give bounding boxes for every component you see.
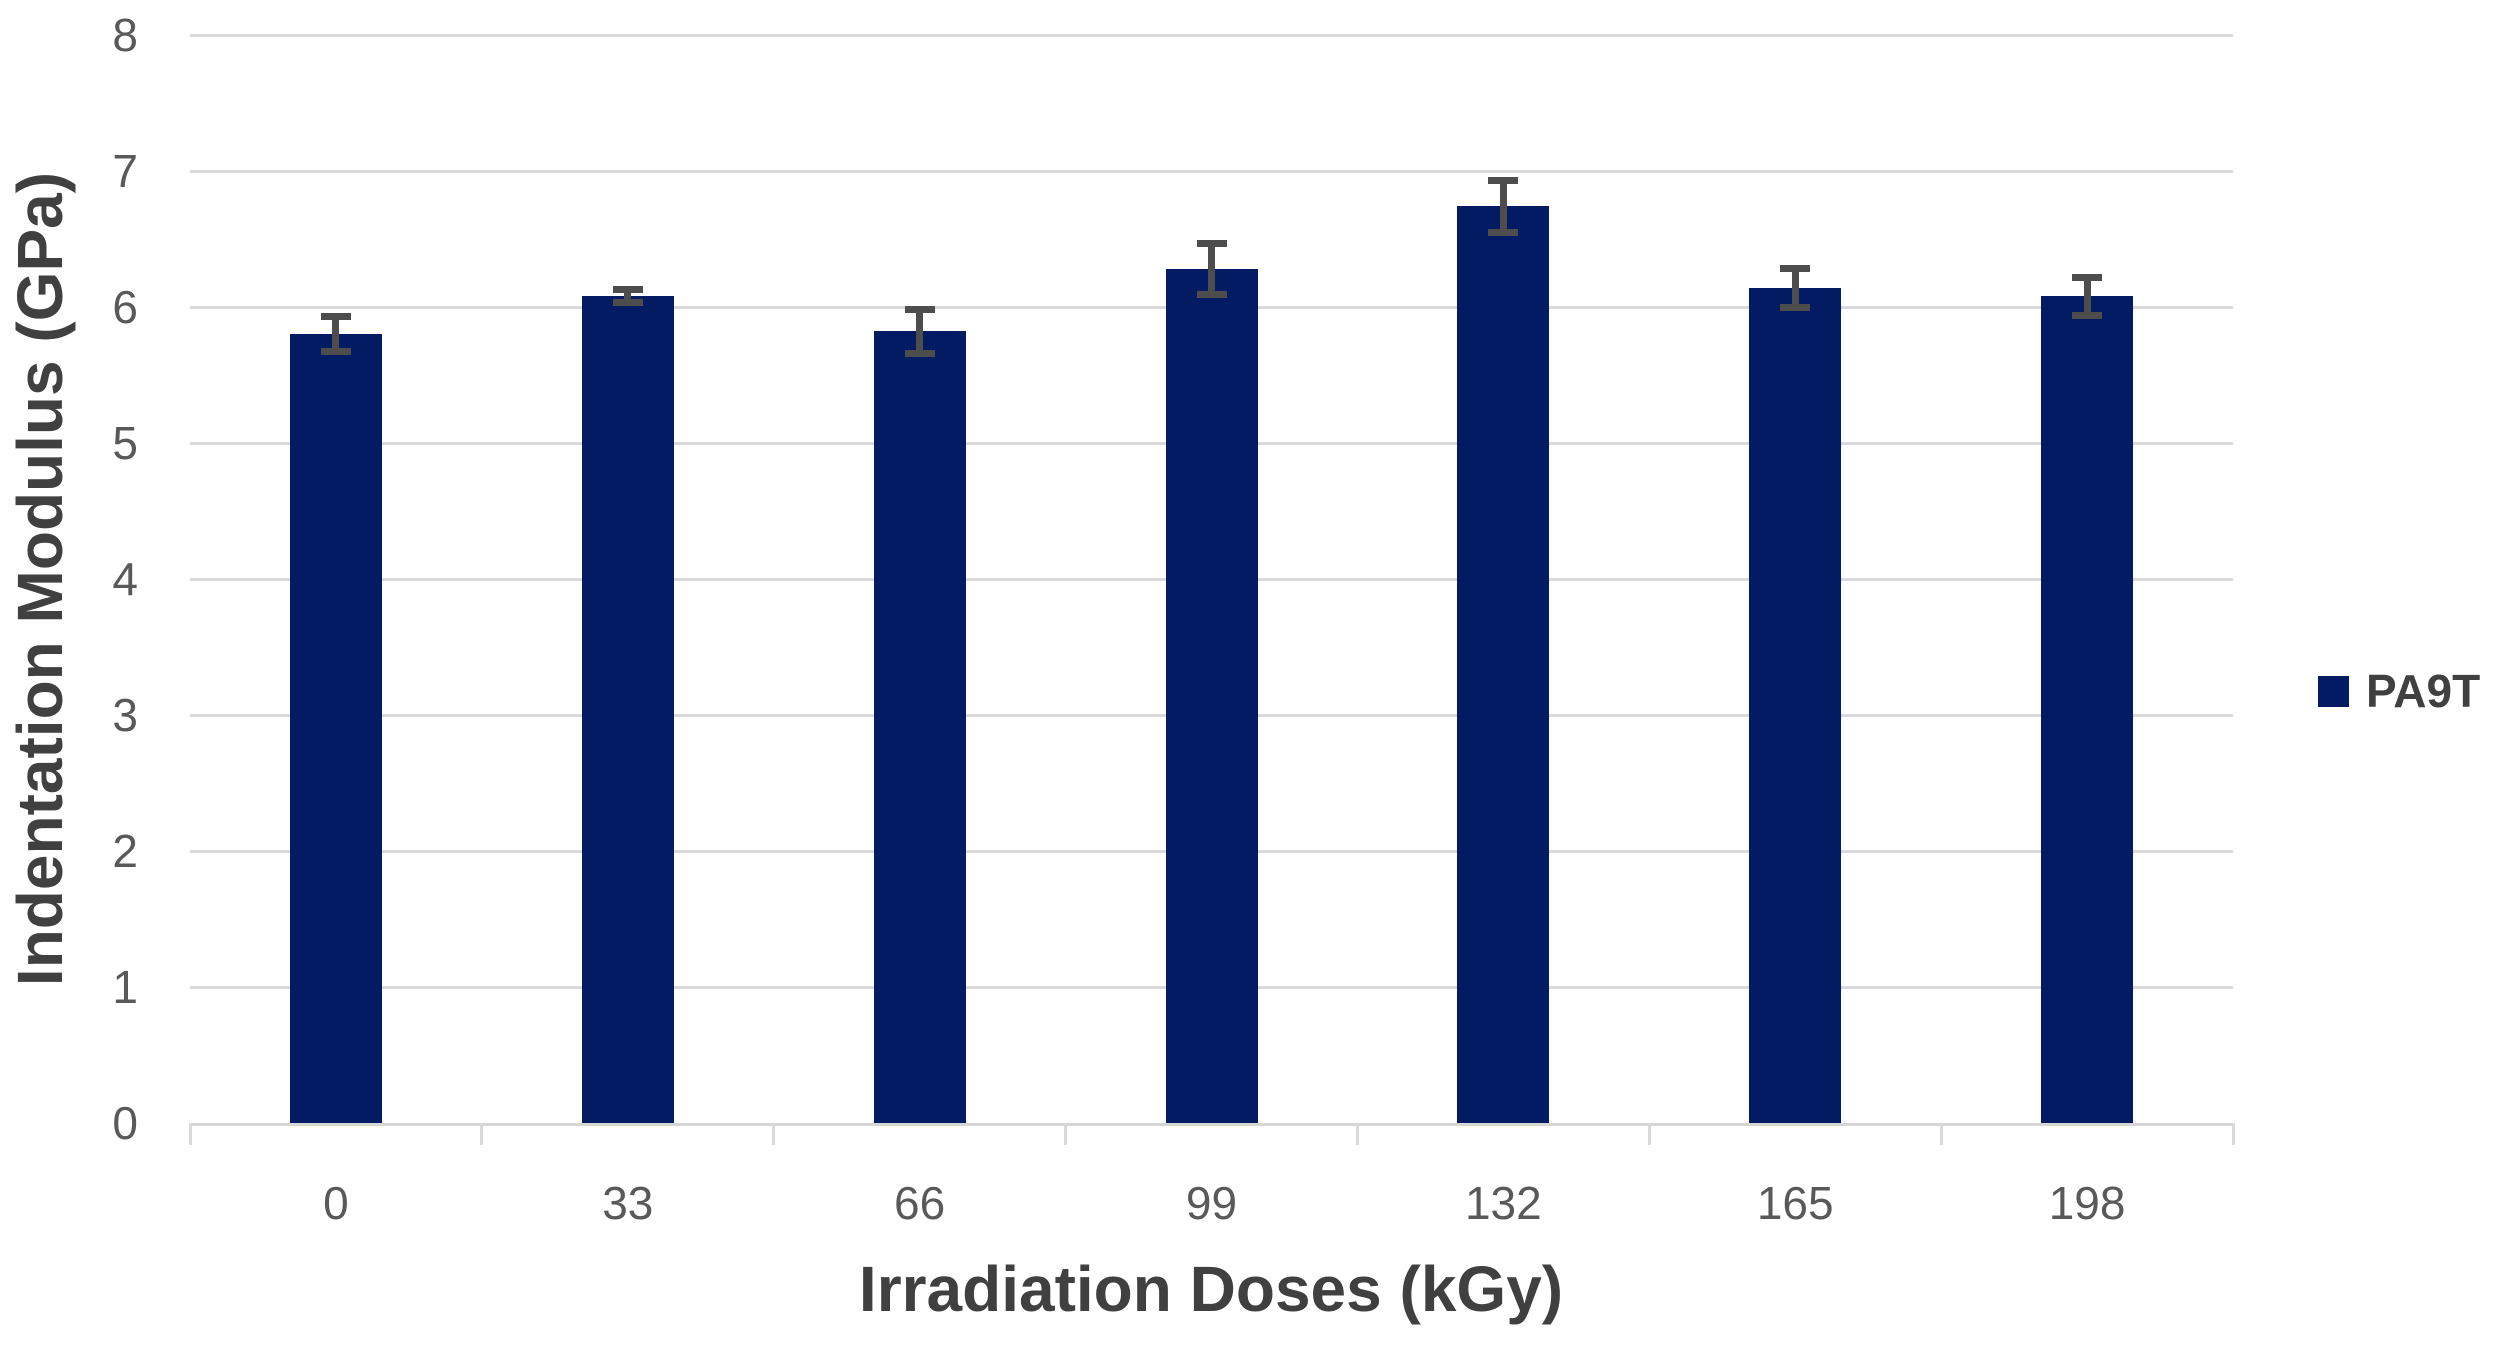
x-tick-label: 66 — [894, 1177, 946, 1229]
error-bar-cap — [320, 348, 351, 356]
legend-label: PA9T — [2366, 665, 2481, 717]
x-tick-label: 0 — [323, 1177, 349, 1229]
legend: PA9T — [2318, 668, 2480, 714]
x-axis-tick — [1064, 1123, 1068, 1145]
y-tick-label: 1 — [112, 961, 138, 1013]
error-bar-cap — [612, 285, 643, 293]
x-axis-line — [190, 1123, 2233, 1126]
y-tick-label: 0 — [112, 1097, 138, 1149]
gridline — [190, 33, 2233, 37]
bar — [2041, 296, 2134, 1123]
error-bar-cap — [1488, 228, 1519, 236]
bar — [1457, 206, 1550, 1123]
x-axis-tick — [1939, 1123, 1943, 1145]
gridline — [190, 169, 2233, 173]
error-bar-cap — [1196, 291, 1227, 299]
error-bar-line — [624, 289, 632, 303]
x-axis-tick — [480, 1123, 484, 1145]
y-tick-label: 7 — [112, 145, 138, 197]
error-bar-line — [1791, 268, 1799, 307]
error-bar-line — [1499, 180, 1507, 233]
y-tick-label: 3 — [112, 689, 138, 741]
x-tick-label: 165 — [1756, 1177, 1834, 1229]
error-bar-cap — [1780, 303, 1811, 311]
x-tick-label: 99 — [1185, 1177, 1238, 1229]
error-bar-cap — [904, 349, 935, 357]
error-bar-cap — [1196, 239, 1227, 247]
y-tick-label: 8 — [112, 9, 138, 61]
error-bar-line — [916, 309, 924, 354]
error-bar-cap — [1488, 177, 1519, 185]
bar — [873, 331, 966, 1123]
x-tick-label: 33 — [602, 1177, 654, 1229]
x-tick-label: 132 — [1464, 1177, 1542, 1229]
x-axis-tick — [2231, 1123, 2235, 1145]
error-bar-cap — [612, 299, 643, 307]
bar — [1749, 287, 1842, 1123]
error-bar-cap — [1780, 265, 1811, 273]
y-tick-label: 5 — [112, 417, 138, 469]
error-bar-cap — [320, 313, 351, 321]
y-tick-label: 4 — [112, 553, 138, 605]
legend-swatch-icon — [2318, 675, 2349, 707]
bar — [289, 334, 382, 1123]
x-axis-tick — [772, 1123, 776, 1145]
x-axis-tick — [188, 1123, 192, 1145]
error-bar-cap — [2072, 273, 2103, 281]
error-bar-line — [2083, 277, 2091, 316]
x-axis-tick — [1355, 1123, 1359, 1145]
x-tick-label: 198 — [2048, 1177, 2126, 1229]
error-bar-line — [1208, 243, 1215, 295]
x-axis-tick — [1647, 1123, 1651, 1145]
y-tick-label: 2 — [112, 825, 138, 877]
error-bar-cap — [904, 306, 935, 314]
x-axis-title: Irradiation Doses (kGy) — [858, 1253, 1564, 1325]
error-bar-line — [332, 316, 340, 352]
error-bar-cap — [2072, 311, 2103, 319]
y-tick-label: 6 — [112, 281, 138, 333]
bar — [581, 296, 674, 1123]
bar — [1165, 268, 1258, 1123]
